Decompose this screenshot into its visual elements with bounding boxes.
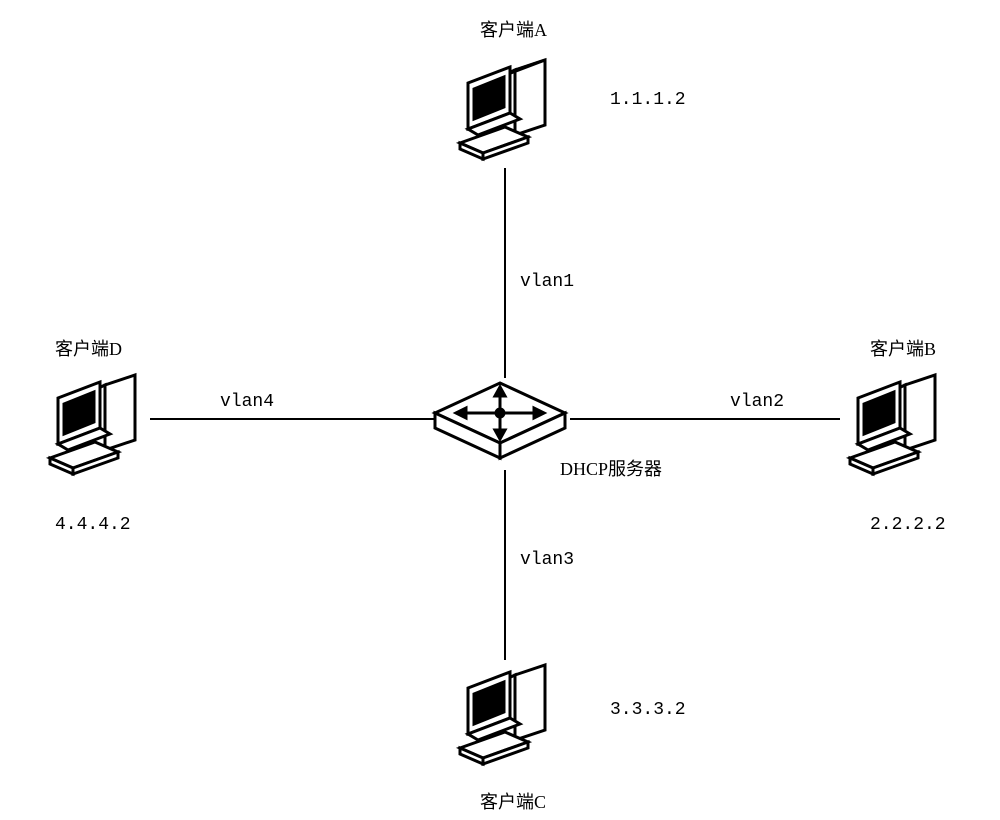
client-A-ip: 1.1.1.2 — [610, 90, 686, 110]
client-C-icon — [450, 660, 560, 770]
client-B-icon — [840, 370, 950, 480]
vlan3-label: vlan3 — [520, 550, 574, 570]
client-D-icon — [40, 370, 150, 480]
client-D-title: 客户端D — [55, 335, 122, 361]
edge-center-C — [504, 470, 506, 660]
client-A-title: 客户端A — [480, 16, 547, 42]
edge-center-B — [570, 418, 840, 420]
client-B-ip: 2.2.2.2 — [870, 515, 946, 535]
client-D-ip: 4.4.4.2 — [55, 515, 131, 535]
client-B-title: 客户端B — [870, 335, 936, 361]
vlan2-label: vlan2 — [730, 392, 784, 412]
diagram-canvas: DHCP服务器 vlan1 vlan2 vlan3 vlan4 — [0, 0, 1000, 820]
edge-center-D — [150, 418, 435, 420]
vlan4-label: vlan4 — [220, 392, 274, 412]
edge-center-A — [504, 168, 506, 378]
dhcp-switch-icon — [430, 378, 570, 468]
client-A-icon — [450, 55, 560, 165]
client-C-title: 客户端C — [480, 788, 546, 814]
dhcp-server-label: DHCP服务器 — [560, 455, 662, 481]
vlan1-label: vlan1 — [520, 272, 574, 292]
client-C-ip: 3.3.3.2 — [610, 700, 686, 720]
